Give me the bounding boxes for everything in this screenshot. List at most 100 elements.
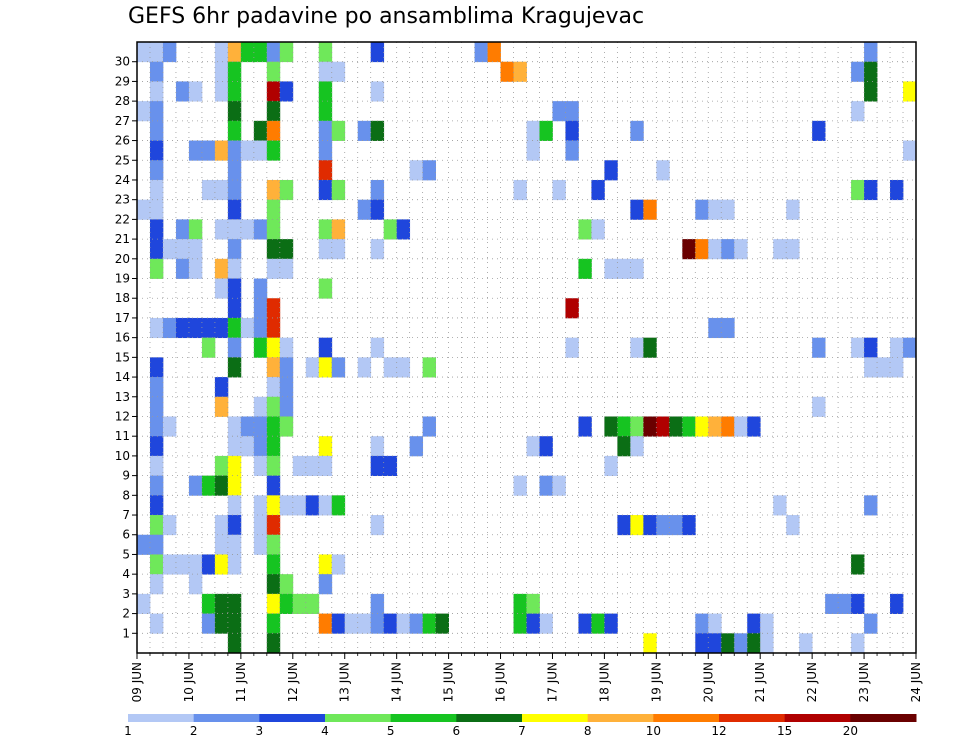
colorbar-label: 20 — [843, 724, 858, 738]
heatmap-cell — [266, 120, 281, 141]
heatmap-cell — [266, 515, 281, 536]
heatmap-cell — [266, 554, 281, 575]
x-tick-label: 14 JUN — [390, 662, 404, 702]
heatmap-cell — [474, 42, 488, 63]
x-tick-label: 22 JUN — [805, 662, 819, 702]
y-tick-label: 1 — [122, 626, 130, 640]
y-tick-label: 24 — [115, 173, 130, 187]
y-tick-label: 9 — [122, 469, 130, 483]
heatmap-cell — [370, 179, 385, 201]
heatmap-cell — [201, 475, 216, 496]
heatmap-cell — [266, 317, 281, 339]
y-tick-label: 5 — [122, 547, 130, 561]
heatmap-cell — [851, 101, 865, 122]
heatmap-cell — [266, 416, 281, 437]
heatmap-cell — [227, 475, 242, 496]
colorbar-swatch — [719, 714, 786, 722]
heatmap-cell — [422, 160, 437, 181]
heatmap-cell — [864, 495, 878, 516]
heatmap-cell — [838, 593, 852, 614]
heatmap-cell — [825, 593, 839, 614]
heatmap-cell — [682, 239, 696, 260]
y-tick-label: 2 — [122, 607, 130, 621]
heatmap-cell — [149, 317, 164, 339]
heatmap-cell — [786, 239, 800, 260]
colorbar-swatch — [522, 714, 589, 722]
heatmap-cell — [370, 239, 385, 260]
heatmap-cell — [149, 140, 164, 161]
heatmap-cell — [253, 140, 268, 161]
heatmap-cell — [734, 239, 748, 260]
heatmap-cell — [137, 101, 151, 122]
heatmap-cell — [227, 140, 242, 161]
heatmap-cell — [396, 219, 411, 240]
heatmap-cell — [669, 515, 683, 536]
heatmap-cell — [695, 239, 709, 260]
heatmap-cell — [149, 377, 164, 398]
heatmap-cell — [357, 613, 372, 634]
heatmap-cell — [266, 633, 281, 654]
heatmap-cell — [188, 219, 203, 240]
y-tick-label: 17 — [115, 311, 130, 325]
x-tick-label: 12 JUN — [286, 662, 300, 702]
heatmap-cell — [266, 495, 281, 516]
heatmap-cell — [214, 593, 229, 614]
colorbar-swatch — [456, 714, 523, 722]
colorbar-label: 3 — [256, 724, 264, 738]
heatmap-cell — [279, 258, 294, 279]
y-tick-label: 29 — [115, 74, 130, 88]
heatmap-cell — [747, 633, 761, 654]
heatmap-cell — [370, 436, 385, 457]
heatmap-cell — [526, 120, 540, 141]
colorbar-swatch — [653, 714, 720, 722]
heatmap-cell — [370, 337, 385, 358]
y-tick-label: 19 — [115, 272, 130, 286]
heatmap-cell — [137, 593, 151, 614]
heatmap-cell — [214, 554, 229, 575]
heatmap-cell — [318, 120, 333, 141]
heatmap-cell — [526, 140, 540, 161]
heatmap-cell — [253, 436, 268, 457]
heatmap-cell — [279, 593, 294, 614]
heatmap-cell — [708, 613, 722, 634]
heatmap-cell — [137, 199, 151, 220]
heatmap-cell — [149, 396, 164, 417]
y-tick-label: 27 — [115, 114, 130, 128]
heatmap-cell — [201, 613, 216, 634]
heatmap-cell — [266, 258, 281, 279]
heatmap-cell — [617, 258, 631, 279]
heatmap-cell — [227, 101, 242, 122]
heatmap-cell — [669, 416, 683, 437]
heatmap-cell — [214, 61, 229, 82]
heatmap-cell — [747, 416, 761, 437]
heatmap-cell — [266, 337, 281, 358]
heatmap-cell — [721, 317, 735, 339]
colorbar-label: 15 — [777, 724, 792, 738]
heatmap-cell — [149, 219, 164, 240]
heatmap-cell — [227, 42, 242, 63]
heatmap-cell — [149, 613, 164, 634]
heatmap-cell — [253, 298, 268, 319]
heatmap-cell — [227, 199, 242, 220]
heatmap-cell — [760, 633, 774, 654]
heatmap-cell — [890, 357, 904, 378]
colorbar-label: 7 — [518, 724, 526, 738]
heatmap-cell — [604, 160, 618, 181]
heatmap-cell — [214, 317, 229, 339]
heatmap-cell — [227, 436, 242, 457]
heatmap-cell — [851, 554, 865, 575]
heatmap-cell — [513, 61, 527, 82]
heatmap-cell — [604, 416, 618, 437]
heatmap-cell — [695, 199, 709, 220]
heatmap-cell — [812, 337, 826, 358]
y-tick-label: 4 — [122, 567, 130, 581]
heatmap-cell — [149, 101, 164, 122]
heatmap-cell — [721, 416, 735, 437]
heatmap-cell — [253, 337, 268, 358]
heatmap-cell — [162, 239, 177, 260]
heatmap-cell — [890, 593, 904, 614]
heatmap-cell — [149, 534, 164, 555]
x-tick-label: 23 JUN — [857, 662, 871, 702]
x-tick-label: 20 JUN — [701, 662, 715, 702]
